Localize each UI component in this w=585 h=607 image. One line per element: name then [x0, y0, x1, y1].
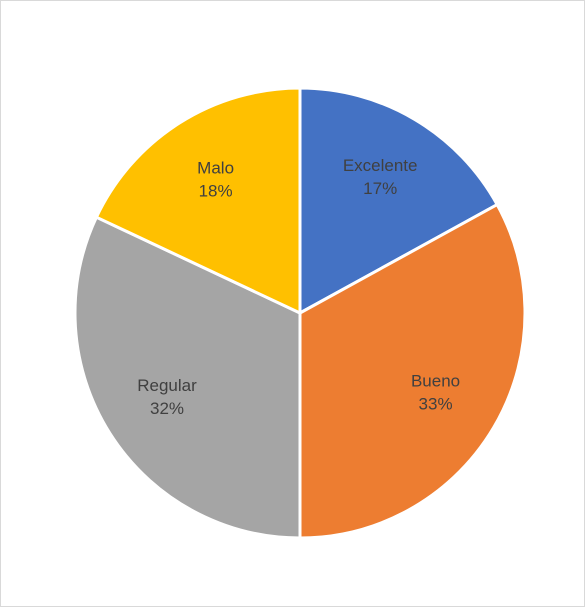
- slice-value-label: 17%: [363, 179, 397, 198]
- pie-slice: [298, 86, 500, 316]
- slice-category-label: Bueno: [411, 372, 460, 391]
- slice-category-label: Malo: [197, 159, 234, 178]
- slice-category-label: Regular: [137, 376, 197, 395]
- pie-slice: [94, 86, 302, 316]
- pie-slice: [73, 215, 302, 540]
- slice-value-label: 18%: [199, 182, 233, 201]
- pie-slice: [298, 202, 527, 540]
- slice-category-label: Excelente: [343, 156, 418, 175]
- slice-value-label: 33%: [419, 395, 453, 414]
- slice-value-label: 32%: [150, 399, 184, 418]
